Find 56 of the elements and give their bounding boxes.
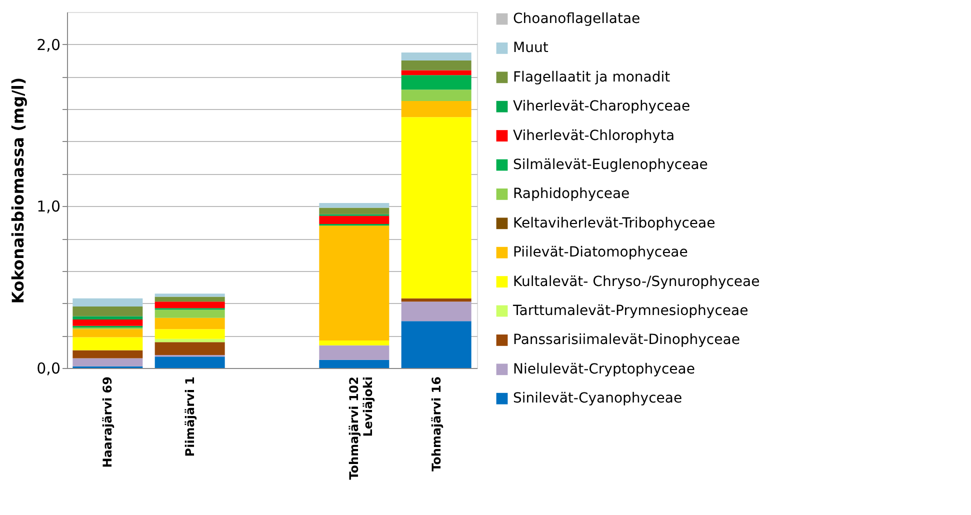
bar — [154, 294, 225, 297]
y-tick-label: 2,0 — [36, 36, 60, 54]
x-tick-label: Piimäjärvi 1 — [182, 376, 197, 457]
bar — [72, 358, 143, 366]
bar — [154, 338, 225, 342]
bar — [401, 52, 472, 61]
x-tick-label: Tohmajärvi 16 — [429, 376, 444, 472]
legend-label: Viherlevät-Charophyceae — [513, 98, 690, 115]
bar — [401, 70, 472, 76]
bar — [401, 60, 472, 70]
bar — [401, 101, 472, 118]
bar — [154, 356, 225, 368]
bar — [72, 316, 143, 320]
bar — [72, 298, 143, 307]
y-axis-title: Kokonaisbiomassa (mg/l) — [8, 77, 28, 304]
bar — [154, 302, 225, 308]
legend-label: Nielulevät-Cryptophyceae — [513, 361, 695, 378]
y-tick-label: 0,0 — [36, 360, 60, 378]
bar — [72, 350, 143, 358]
legend-label: Viherlevät-Chlorophyta — [513, 128, 675, 144]
bar — [319, 340, 390, 346]
legend-label: Keltaviherlevät-Tribophyceae — [513, 215, 716, 232]
bar — [154, 329, 225, 339]
legend-label: Sinilevät-Cyanophyceae — [513, 390, 682, 407]
legend-label: Silmälevät-Euglenophyceae — [513, 157, 708, 173]
bar — [72, 319, 143, 326]
legend-label: Flagellaatit ja monadit — [513, 69, 671, 86]
legend-label: Panssarisiimalevät-Dinophyceae — [513, 332, 740, 348]
legend-label: Piilevät-Diatomophyceae — [513, 244, 688, 261]
bar — [154, 310, 225, 318]
x-tick-label: Haarajärvi 69 — [100, 376, 115, 468]
legend-label: Kultalevät- Chryso-/Synurophyceae — [513, 274, 760, 290]
bar — [401, 298, 472, 302]
bar — [154, 342, 225, 356]
bar — [154, 318, 225, 330]
bar — [401, 75, 472, 90]
x-tick-label: Tohmajärvi 102 Leviäjoki — [347, 376, 376, 480]
bar — [154, 296, 225, 302]
bar — [319, 226, 390, 340]
bar — [401, 302, 472, 322]
y-tick-label: 1,0 — [36, 198, 60, 216]
bar — [401, 321, 472, 368]
bar — [319, 360, 390, 368]
legend-label: Choanoflagellatae — [513, 11, 640, 27]
bar — [319, 216, 390, 224]
bar — [319, 345, 390, 360]
bar — [401, 90, 472, 101]
bar — [319, 208, 390, 214]
legend-label: Muut — [513, 40, 549, 56]
bar — [319, 202, 390, 208]
legend-label: Tarttumalevät-Prymnesiophyceae — [512, 303, 748, 319]
bar — [72, 329, 143, 338]
bar — [72, 337, 143, 350]
bar — [72, 306, 143, 316]
legend-label: Raphidophyceae — [513, 186, 630, 202]
bar — [401, 117, 472, 298]
